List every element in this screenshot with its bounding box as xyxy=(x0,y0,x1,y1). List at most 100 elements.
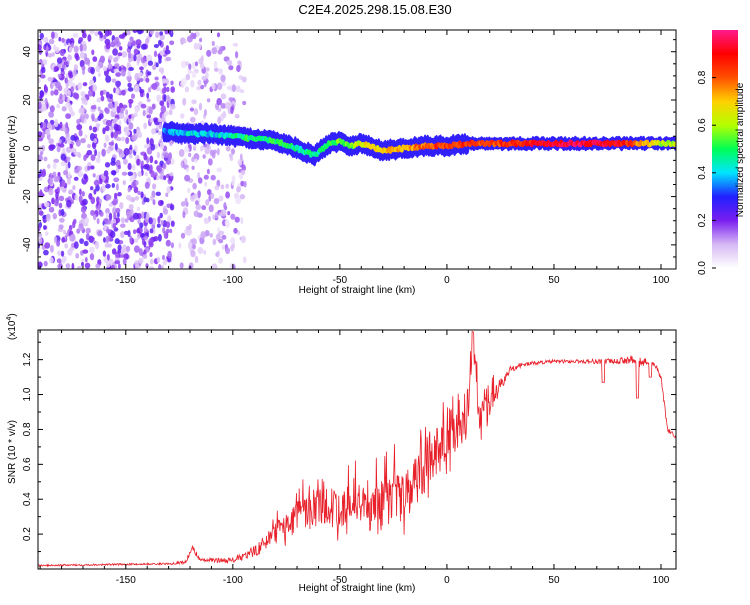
heatmap-cell xyxy=(115,88,120,95)
heatmap-cell xyxy=(117,164,121,170)
heatmap-cell xyxy=(89,30,95,35)
heatmap-cell xyxy=(43,249,49,256)
heatmap-cell xyxy=(104,125,110,132)
heatmap-cell xyxy=(68,71,74,79)
heatmap-cell xyxy=(190,79,195,88)
heatmap-cell xyxy=(136,233,141,240)
heatmap-cell xyxy=(105,212,109,220)
heatmap-cell xyxy=(197,247,204,254)
heatmap-cell xyxy=(167,215,172,223)
heatmap-cell xyxy=(137,30,143,35)
heatmap-cell xyxy=(38,232,43,238)
heatmap-cell xyxy=(228,97,234,102)
heatmap-cell xyxy=(193,42,198,50)
y-tick-label: 0.2 xyxy=(22,527,33,541)
heatmap-cell xyxy=(120,223,126,228)
heatmap-cell xyxy=(223,202,227,210)
heatmap-cell xyxy=(122,180,126,186)
heatmap-cell xyxy=(159,142,165,151)
heatmap-cell xyxy=(83,240,89,247)
heatmap-cell xyxy=(157,117,163,123)
heatmap-cell xyxy=(163,175,167,181)
heatmap-cell xyxy=(73,176,79,181)
heatmap-cell xyxy=(159,34,165,41)
heatmap-cell xyxy=(63,229,66,235)
y-tick-label: 1.0 xyxy=(22,387,33,401)
heatmap-cell xyxy=(121,89,126,96)
heatmap-cell xyxy=(136,158,140,166)
heatmap-cell xyxy=(187,241,193,250)
heatmap-cell xyxy=(76,265,83,269)
heatmap-cell xyxy=(87,89,94,97)
heatmap-cell xyxy=(231,84,237,93)
heatmap-cell xyxy=(102,66,108,72)
heatmap-cell xyxy=(111,183,116,188)
heatmap-cell xyxy=(155,62,159,68)
heatmap-cell xyxy=(68,46,73,53)
heatmap-cell xyxy=(119,113,125,119)
heatmap-cell xyxy=(113,131,118,139)
heatmap-cell xyxy=(92,126,98,133)
heatmap-cell xyxy=(119,46,123,51)
x-tick-label: 0 xyxy=(444,275,450,286)
heatmap-cell xyxy=(121,51,128,58)
heatmap-cell xyxy=(120,231,125,239)
heatmap-cell xyxy=(156,223,161,228)
heatmap-cell xyxy=(130,208,134,217)
heatmap-cell xyxy=(149,252,153,258)
y-tick-label: 40 xyxy=(22,46,33,58)
heatmap-cell xyxy=(97,106,101,112)
heatmap-cell xyxy=(81,191,85,197)
heatmap-cell xyxy=(149,30,154,35)
heatmap-cell xyxy=(53,44,56,51)
heatmap-cell xyxy=(85,227,91,234)
heatmap-cell xyxy=(147,60,153,66)
heatmap-cell xyxy=(90,165,95,170)
heatmap-cell xyxy=(148,217,153,225)
heatmap-cell xyxy=(216,167,222,173)
heatmap-cell xyxy=(205,199,210,206)
heatmap-cell xyxy=(132,164,136,171)
heatmap-cell xyxy=(218,68,223,75)
heatmap-cell xyxy=(103,142,107,148)
heatmap-cell xyxy=(99,211,104,217)
heatmap-cell xyxy=(97,72,101,78)
heatmap-cell xyxy=(197,79,202,86)
heatmap-cell xyxy=(156,94,162,103)
heatmap-cell xyxy=(65,164,69,172)
heatmap-cell xyxy=(121,171,128,176)
heatmap-cell xyxy=(96,97,102,103)
heatmap-cell xyxy=(149,164,153,173)
spectrogram-heatmap xyxy=(38,30,676,269)
heatmap-cell xyxy=(192,182,197,190)
heatmap-cell xyxy=(42,214,48,220)
heatmap-cell xyxy=(213,60,218,69)
heatmap-cell xyxy=(94,241,100,250)
heatmap-cell xyxy=(53,158,60,163)
snr-x-label: Height of straight line (km) xyxy=(299,583,416,594)
heatmap-cell xyxy=(103,237,106,243)
heatmap-cell xyxy=(115,183,119,191)
heatmap-cell xyxy=(235,197,242,205)
heatmap-cell xyxy=(198,102,203,111)
heatmap-cell xyxy=(104,30,110,37)
heatmap-cell xyxy=(133,54,137,62)
heatmap-cell xyxy=(158,264,162,269)
heatmap-cell xyxy=(38,237,43,244)
heatmap-cell xyxy=(146,98,151,103)
heatmap-cell xyxy=(84,57,90,65)
heatmap-cell xyxy=(113,117,118,123)
heatmap-cell xyxy=(105,261,111,268)
heatmap-cell xyxy=(201,75,207,81)
heatmap-cell xyxy=(201,205,207,211)
heatmap-cell xyxy=(104,179,109,184)
heatmap-cell xyxy=(160,50,165,56)
heatmap-cell xyxy=(166,203,171,209)
heatmap-cell xyxy=(127,69,131,77)
heatmap-cell xyxy=(211,83,216,90)
heatmap-cell xyxy=(162,162,167,170)
heatmap-cell xyxy=(92,56,98,62)
heatmap-cell xyxy=(211,47,218,55)
heatmap-cell xyxy=(151,128,157,135)
heatmap-cell xyxy=(68,224,73,231)
